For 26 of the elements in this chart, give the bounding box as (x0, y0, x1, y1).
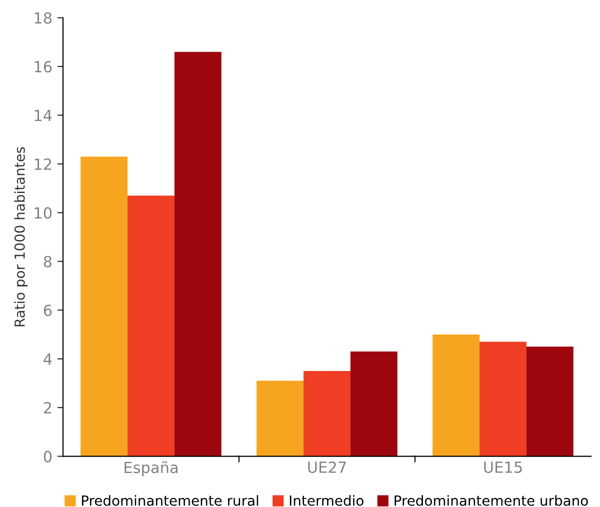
y-tick-label: 12 (34, 158, 52, 170)
y-tick-label: 18 (34, 12, 52, 24)
y-tick-label: 10 (34, 207, 52, 219)
bar (128, 196, 174, 456)
bar (432, 334, 480, 456)
bar (480, 342, 526, 456)
x-tick-label: España (124, 461, 178, 476)
legend-label: Intermedio (290, 495, 364, 506)
bar (350, 352, 398, 456)
x-tick-label: UE27 (308, 461, 346, 473)
y-tick-label: 8 (44, 256, 52, 268)
bar (174, 52, 222, 456)
y-tick-label: 14 (34, 110, 52, 122)
y-tick-label: 2 (44, 402, 52, 414)
bar (526, 346, 574, 456)
y-axis-title: Ratio por 1000 habitantes (14, 147, 28, 326)
y-tick-label: 0 (44, 450, 52, 462)
bar (80, 156, 128, 456)
legend-label: Predominantemente rural (82, 495, 258, 506)
y-tick-label: 4 (44, 354, 52, 365)
bar (256, 380, 304, 456)
y-tick-label: 6 (44, 304, 52, 316)
bar (304, 371, 350, 456)
y-tick-label: 16 (34, 60, 52, 72)
x-tick-label: UE15 (484, 462, 522, 473)
legend-label: Predominantemente urbano (394, 495, 588, 506)
